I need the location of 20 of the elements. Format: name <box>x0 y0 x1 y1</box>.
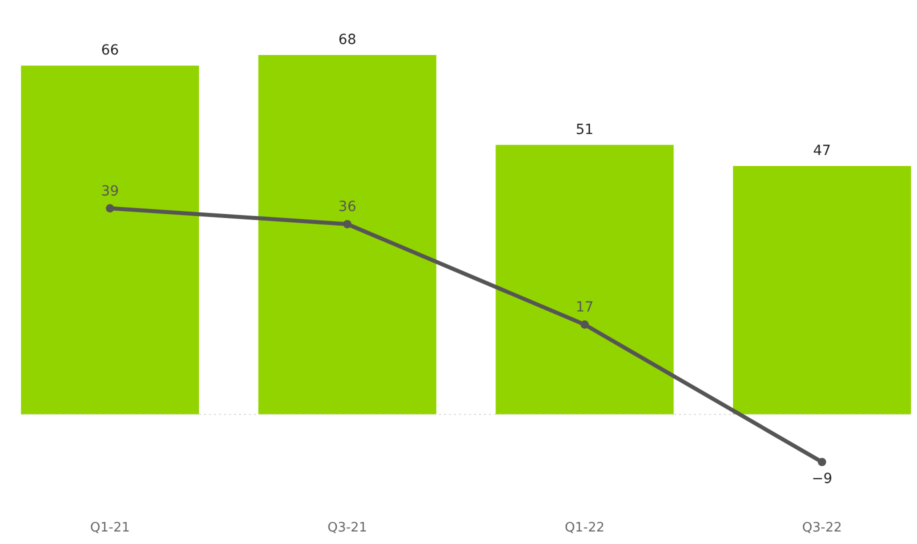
x-tick-label: Q3-22 <box>802 520 842 536</box>
bar <box>21 66 199 414</box>
data-label: −9 <box>812 471 832 487</box>
data-label: 17 <box>576 300 594 316</box>
data-label: 51 <box>576 122 594 138</box>
point <box>106 204 114 212</box>
x-tick-label: Q1-21 <box>90 520 130 536</box>
x-tick-label: Q3-21 <box>327 520 368 536</box>
point <box>343 220 352 228</box>
bar <box>258 55 436 414</box>
bar <box>733 166 911 414</box>
data-label: 68 <box>338 32 356 48</box>
data-label: 47 <box>813 143 831 159</box>
data-label: 66 <box>101 42 119 59</box>
bar <box>496 144 674 414</box>
point <box>580 320 589 329</box>
data-label: 36 <box>338 199 356 216</box>
data-label: 39 <box>101 183 119 200</box>
x-tick-label: Q1-22 <box>564 520 605 536</box>
point <box>818 458 826 466</box>
